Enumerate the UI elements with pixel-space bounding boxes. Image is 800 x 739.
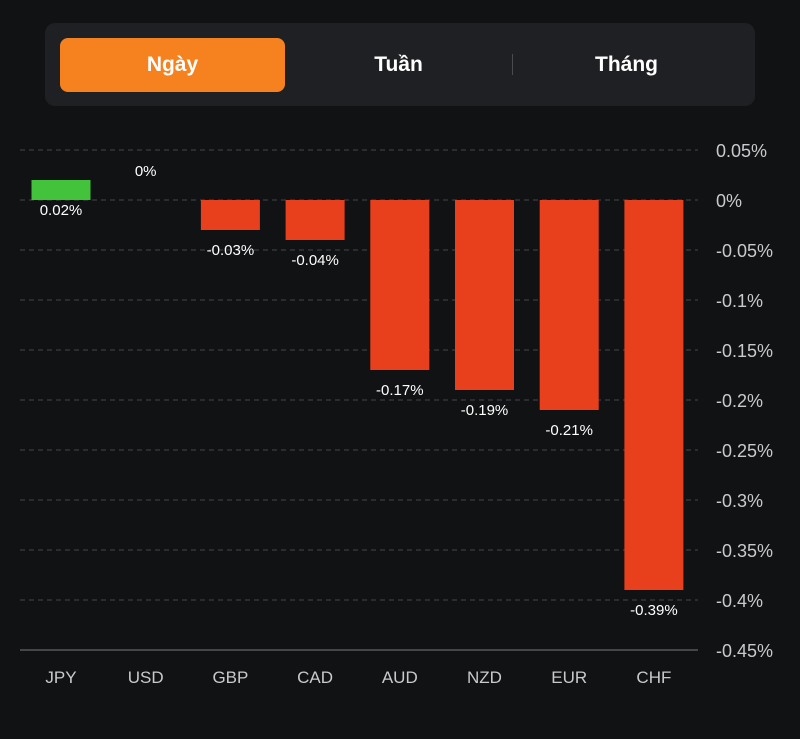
data-label: -0.04% bbox=[291, 252, 339, 269]
bar-gbp bbox=[200, 200, 260, 230]
x-tick-label: CHF bbox=[636, 668, 671, 687]
y-tick-label: -0.3% bbox=[716, 491, 763, 511]
tab-day[interactable]: Ngày bbox=[60, 38, 285, 92]
y-tick-label: -0.15% bbox=[716, 341, 773, 361]
x-tick-label: AUD bbox=[382, 668, 418, 687]
bar-jpy bbox=[31, 180, 91, 200]
y-tick-label: -0.4% bbox=[716, 591, 763, 611]
bar-chf bbox=[624, 200, 684, 590]
bar-nzd bbox=[455, 200, 514, 390]
x-tick-label: CAD bbox=[297, 668, 333, 687]
y-tick-label: -0.1% bbox=[716, 291, 763, 311]
data-label: -0.21% bbox=[545, 422, 593, 439]
y-tick-label: 0.05% bbox=[716, 141, 767, 161]
y-tick-label: -0.25% bbox=[716, 441, 773, 461]
period-segmented-control: Ngày Tuần Tháng bbox=[45, 23, 755, 106]
y-tick-label: 0% bbox=[716, 191, 742, 211]
bar-aud bbox=[370, 200, 430, 370]
y-tick-label: -0.2% bbox=[716, 391, 763, 411]
y-tick-label: -0.05% bbox=[716, 241, 773, 261]
bar-cad bbox=[285, 200, 345, 240]
x-tick-label: EUR bbox=[551, 668, 587, 687]
x-tick-label: GBP bbox=[212, 668, 248, 687]
data-label: -0.17% bbox=[376, 382, 424, 399]
data-label: 0% bbox=[135, 163, 157, 180]
data-label: -0.39% bbox=[630, 602, 678, 619]
data-label: -0.19% bbox=[461, 402, 509, 419]
tab-week[interactable]: Tuần bbox=[374, 53, 423, 76]
data-label: 0.02% bbox=[40, 202, 83, 219]
tab-month[interactable]: Tháng bbox=[595, 53, 658, 76]
tab-divider bbox=[512, 54, 513, 75]
x-tick-label: JPY bbox=[45, 668, 76, 687]
data-label: -0.03% bbox=[207, 242, 255, 259]
x-tick-label: NZD bbox=[467, 668, 502, 687]
y-tick-label: -0.35% bbox=[716, 541, 773, 561]
x-tick-label: USD bbox=[128, 668, 164, 687]
bar-eur bbox=[539, 200, 599, 410]
y-tick-label: -0.45% bbox=[716, 641, 773, 661]
